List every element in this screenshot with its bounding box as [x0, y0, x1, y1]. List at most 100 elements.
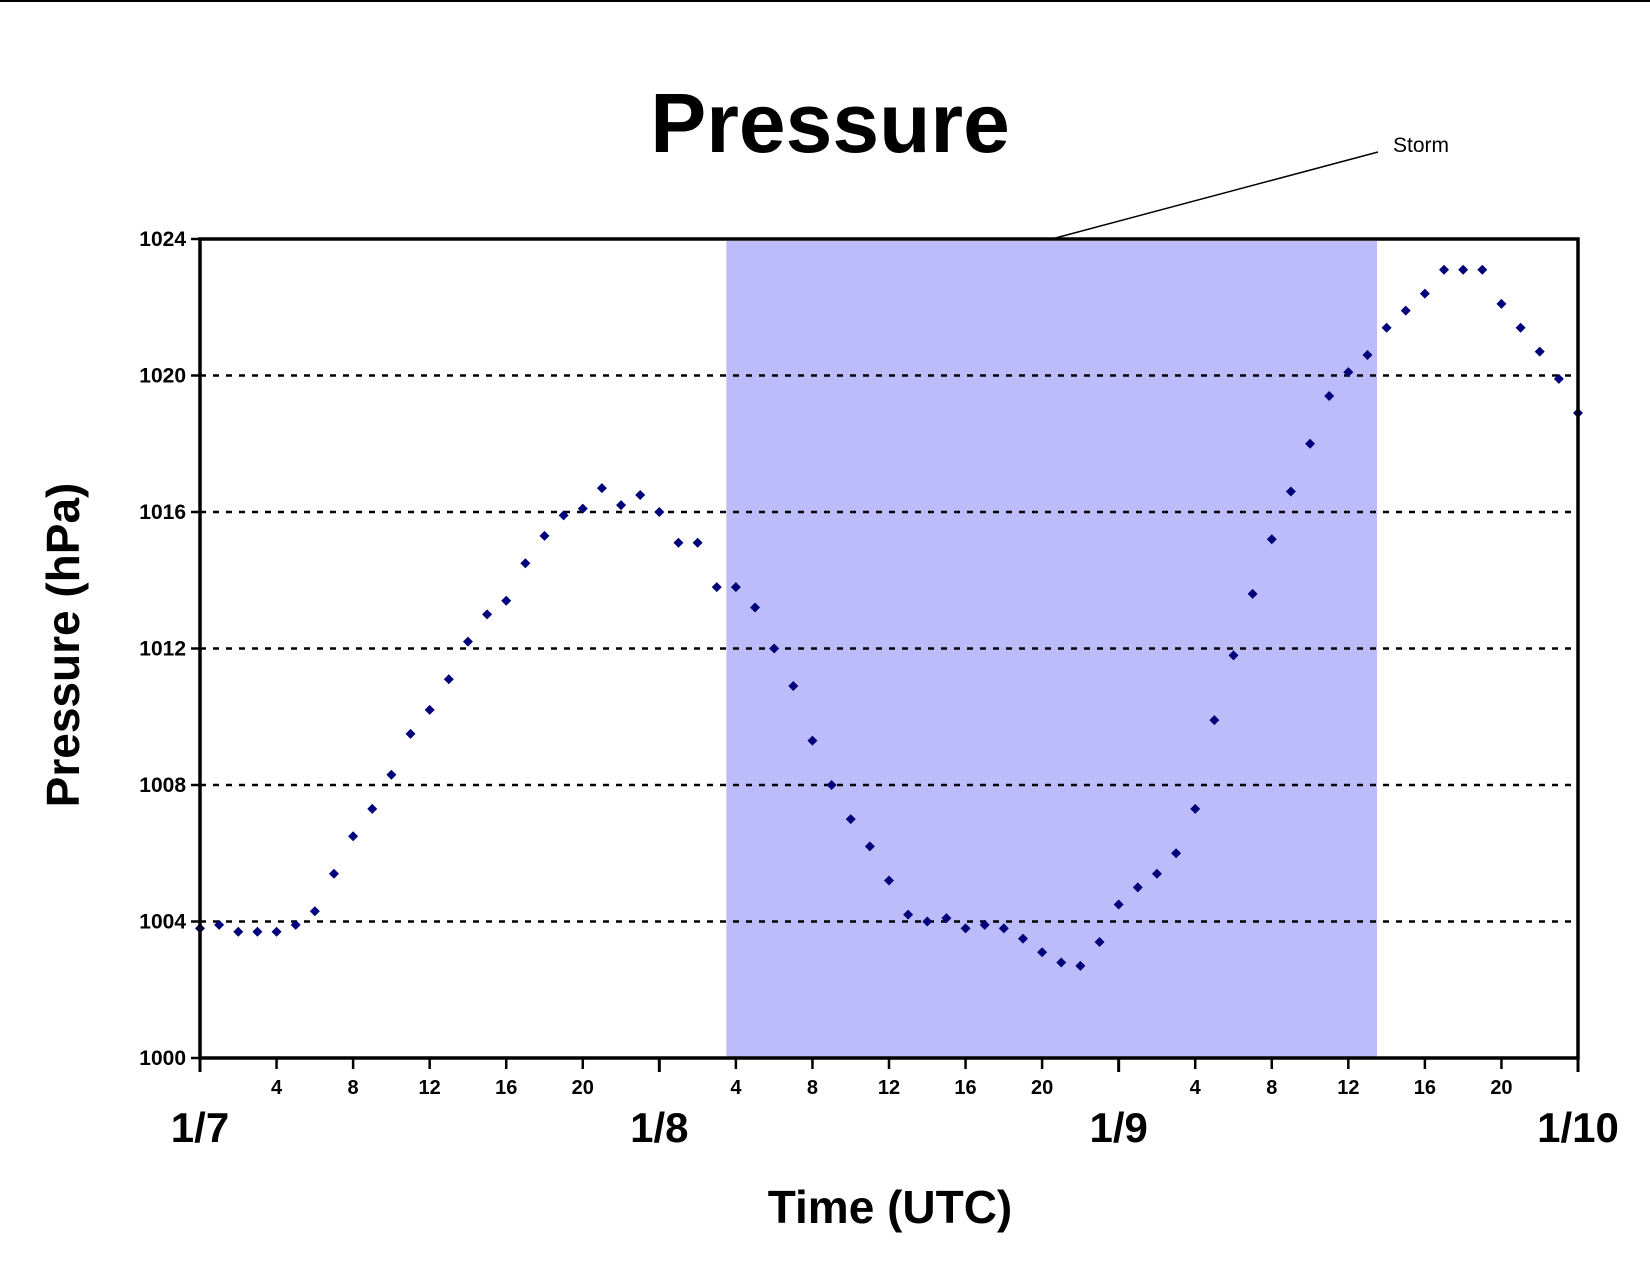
x-date-label: 1/8: [630, 1104, 688, 1151]
x-minor-tick-label: 16: [954, 1077, 976, 1099]
data-point: [1285, 486, 1296, 497]
data-point: [1324, 390, 1335, 401]
x-minor-tick-label: 4: [730, 1077, 742, 1099]
y-tick-label: 1020: [139, 365, 186, 388]
data-point: [233, 926, 244, 937]
x-minor-tick-label: 20: [1031, 1077, 1053, 1099]
data-point: [348, 831, 359, 842]
data-point: [309, 906, 320, 917]
x-minor-tick-label: 12: [419, 1077, 441, 1099]
x-minor-tick-label: 20: [572, 1077, 594, 1099]
data-point: [577, 503, 588, 514]
data-point: [998, 923, 1009, 934]
data-point: [1190, 803, 1201, 814]
data-point: [1381, 322, 1392, 333]
data-point: [1266, 534, 1277, 545]
y-tick-label: 1016: [139, 501, 186, 524]
x-date-label: 1/9: [1089, 1104, 1147, 1151]
data-point: [960, 923, 971, 934]
data-point: [1439, 264, 1450, 275]
y-axis-label: Pressure (hPa): [37, 483, 89, 808]
x-minor-tick-label: 16: [495, 1077, 517, 1099]
x-minor-tick-label: 16: [1414, 1077, 1436, 1099]
data-point: [596, 483, 607, 494]
data-point: [1151, 868, 1162, 879]
chart-title: Pressure: [650, 76, 1010, 170]
data-point: [769, 643, 780, 654]
data-point: [462, 636, 473, 647]
x-minor-tick-label: 12: [1337, 1077, 1359, 1099]
data-point: [979, 919, 990, 930]
data-point: [635, 489, 646, 500]
data-point: [864, 841, 875, 852]
x-date-label: 1/10: [1537, 1104, 1619, 1151]
data-point: [845, 814, 856, 825]
data-point: [1419, 288, 1430, 299]
data-point: [1247, 588, 1258, 599]
x-date-label: 1/7: [171, 1104, 229, 1151]
data-point: [1113, 899, 1124, 910]
x-axis-label: Time (UTC): [768, 1181, 1013, 1233]
data-point: [692, 537, 703, 548]
data-point: [290, 919, 301, 930]
data-point: [424, 704, 435, 715]
data-point: [1305, 438, 1316, 449]
data-point: [1343, 367, 1354, 378]
data-point: [616, 500, 627, 511]
data-point: [1171, 848, 1182, 859]
x-minor-tick-label: 4: [1190, 1077, 1202, 1099]
y-tick-label: 1008: [139, 774, 186, 797]
data-point: [328, 868, 339, 879]
x-minor-tick-label: 4: [271, 1077, 283, 1099]
data-point: [386, 769, 397, 780]
data-point: [520, 558, 531, 569]
data-point: [654, 507, 665, 517]
data-point: [1209, 715, 1220, 726]
data-point: [1553, 373, 1564, 384]
data-point: [711, 582, 722, 593]
x-minor-tick-label: 8: [348, 1077, 359, 1099]
data-point: [1037, 947, 1048, 958]
data-point: [1017, 933, 1028, 944]
data-point: [1362, 350, 1373, 361]
y-tick-label: 1004: [139, 911, 186, 934]
data-point: [750, 602, 761, 613]
data-point: [807, 735, 818, 746]
data-point: [1094, 936, 1105, 947]
data-point: [788, 681, 799, 692]
data-point: [1458, 264, 1469, 275]
x-minor-tick-label: 12: [878, 1077, 900, 1099]
data-point: [539, 530, 550, 541]
data-point: [405, 728, 416, 739]
data-point: [1228, 650, 1239, 661]
data-point: [1400, 305, 1411, 316]
data-point: [884, 875, 894, 886]
data-point: [922, 916, 933, 927]
y-tick-label: 1000: [139, 1047, 186, 1070]
data-point: [941, 913, 952, 924]
data-point: [1534, 346, 1545, 357]
storm-callout-line: [1051, 151, 1379, 240]
data-point: [1496, 298, 1507, 309]
data-point: [501, 595, 512, 606]
data-point: [1132, 882, 1143, 893]
data-point: [826, 780, 837, 790]
data-point: [730, 582, 741, 593]
data-point: [271, 926, 282, 937]
data-point: [673, 537, 684, 548]
data-point: [903, 909, 914, 920]
top-border-line: [0, 0, 1650, 2]
data-point: [482, 609, 493, 620]
data-point: [214, 919, 225, 930]
data-point: [1477, 264, 1488, 275]
data-point: [443, 674, 454, 685]
data-point: [1075, 960, 1086, 971]
x-minor-tick-label: 20: [1490, 1077, 1512, 1099]
data-point: [1056, 957, 1067, 968]
x-minor-tick-label: 8: [807, 1077, 818, 1099]
data-point: [558, 510, 569, 521]
data-point: [252, 926, 263, 937]
y-tick-label: 1012: [139, 638, 186, 661]
data-point: [367, 803, 378, 814]
